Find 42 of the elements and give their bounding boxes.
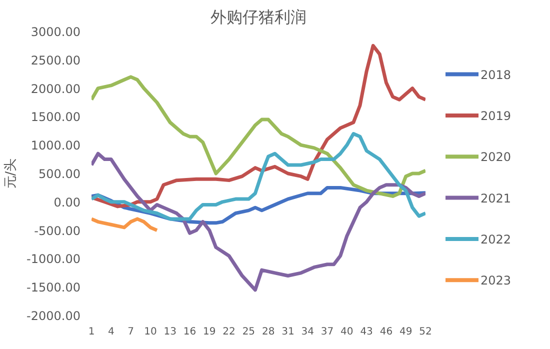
x-tick-label: 10 bbox=[144, 326, 157, 338]
legend-label: 2023 bbox=[480, 274, 512, 288]
y-tick-label: 0.00 bbox=[54, 195, 80, 210]
y-tick-label: 3000.00 bbox=[30, 25, 80, 39]
x-tick-label: 7 bbox=[128, 326, 134, 338]
line-series bbox=[92, 132, 426, 221]
x-tick-label: 1 bbox=[88, 326, 95, 338]
x-tick-label: 52 bbox=[419, 326, 432, 338]
line-series bbox=[92, 217, 159, 232]
x-tick-label: 25 bbox=[242, 326, 256, 338]
legend-label: 2019 bbox=[480, 108, 512, 123]
x-tick-label: 28 bbox=[262, 326, 275, 338]
x-tick-label: 22 bbox=[222, 326, 236, 338]
y-tick-label: 2500.00 bbox=[30, 53, 80, 68]
y-tick-label: -1500.00 bbox=[26, 280, 80, 295]
x-tick-label: 13 bbox=[164, 326, 176, 338]
y-tick-label: 1500.00 bbox=[30, 110, 80, 124]
x-tick-label: 49 bbox=[399, 326, 412, 338]
line-series bbox=[92, 152, 426, 292]
y-tick-label: 2000.00 bbox=[30, 82, 80, 96]
line-series bbox=[92, 44, 426, 208]
y-tick-label: -1000.00 bbox=[26, 252, 80, 266]
legend-label: 2018 bbox=[480, 68, 512, 82]
x-tick-label: 40 bbox=[340, 326, 354, 338]
y-tick-label: 1000.00 bbox=[30, 138, 80, 153]
x-tick-label: 31 bbox=[282, 326, 294, 338]
y-axis-title: 元/头 bbox=[4, 158, 19, 189]
legend-label: 2022 bbox=[480, 232, 512, 246]
line-series bbox=[92, 75, 426, 198]
chart-title: 外购仔猪利润 bbox=[210, 8, 306, 26]
legend-label: 2021 bbox=[480, 191, 512, 206]
x-tick-label: 46 bbox=[380, 326, 393, 338]
x-tick-label: 34 bbox=[301, 326, 314, 338]
y-tick-label: 500.00 bbox=[38, 167, 81, 181]
x-tick-label: 16 bbox=[183, 326, 196, 338]
x-tick-label: 43 bbox=[360, 326, 373, 338]
x-tick-label: 19 bbox=[203, 326, 216, 338]
y-tick-label: -500.00 bbox=[34, 224, 81, 238]
x-tick-label: 4 bbox=[108, 326, 114, 338]
y-tick-label: -2000.00 bbox=[26, 309, 80, 323]
x-tick-label: 37 bbox=[320, 326, 334, 338]
legend-label: 2020 bbox=[480, 150, 512, 164]
